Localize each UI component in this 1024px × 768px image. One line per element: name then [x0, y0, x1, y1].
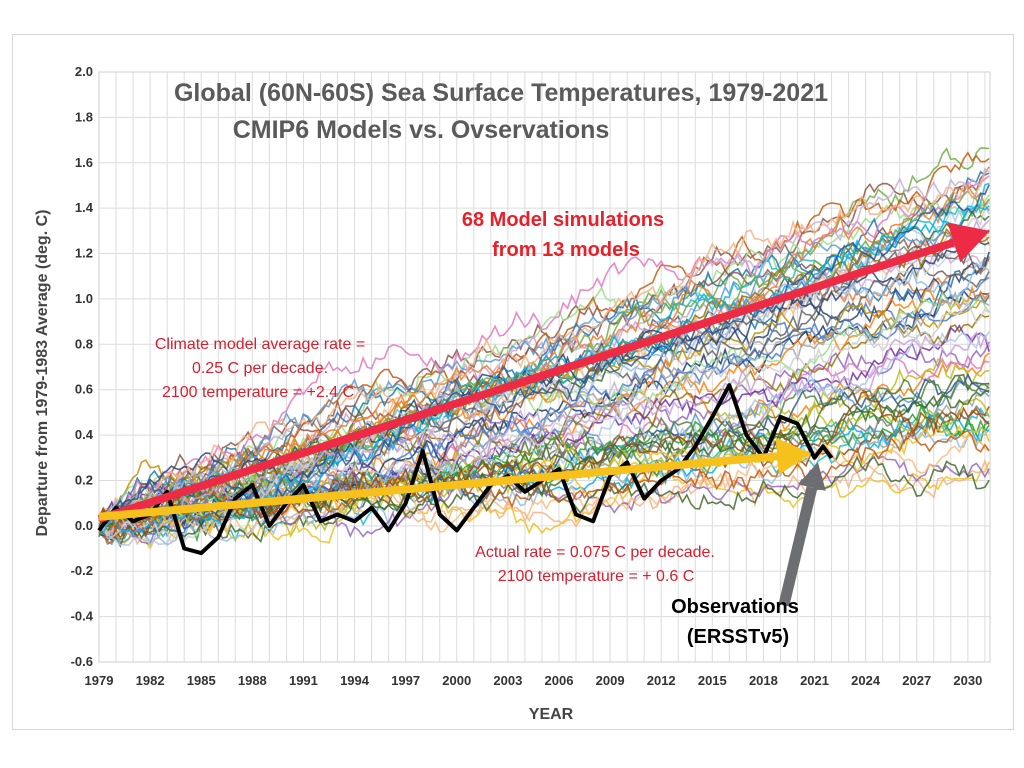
observations-series: [97, 383, 834, 556]
x-tick-label: 2015: [698, 673, 727, 688]
model-simulation-line: [98, 151, 990, 545]
trend-arrow-head: [947, 222, 990, 263]
model-simulation-line: [98, 184, 990, 527]
model-simulation-line: [98, 331, 990, 532]
y-tick-label: 1.2: [75, 246, 93, 261]
y-tick-label: 0.6: [75, 382, 93, 397]
model-simulation-line: [98, 204, 990, 534]
x-tick-label: 2009: [596, 673, 625, 688]
model-simulation-line: [98, 170, 990, 530]
models-label-line1: 68 Model simulations: [462, 209, 664, 231]
trend-arrow-shaft: [98, 452, 778, 521]
x-tick-label: 2027: [902, 673, 931, 688]
x-tick-label: 1988: [238, 673, 267, 688]
actual-rate-line2: 2100 temperature = + 0.6 C: [498, 568, 695, 585]
model-rate-line2: 0.25 C per decade.: [192, 360, 328, 377]
model-rate-line1: Climate model average rate =: [155, 336, 365, 353]
model-simulation-line: [98, 461, 990, 550]
chart-title: Global (60N-60S) Sea Surface Temperature…: [174, 79, 828, 107]
y-tick-label: 1.8: [75, 109, 93, 124]
observations-label-line1: Observations: [671, 596, 799, 618]
model-rate-line3: 2100 temperature = +2.4 C: [162, 384, 354, 401]
x-tick-label: 1979: [85, 673, 114, 688]
x-tick-label: 2003: [493, 673, 522, 688]
trend-arrow-shaft: [97, 238, 956, 523]
trend-arrow-head: [775, 437, 812, 475]
model-simulation-line: [98, 389, 990, 532]
x-tick-label: 1994: [340, 673, 370, 688]
y-tick-label: 1.6: [75, 155, 93, 170]
x-tick-label: 1997: [391, 673, 420, 688]
y-tick-label: 0.0: [75, 518, 93, 533]
x-tick-label: 1991: [289, 673, 318, 688]
x-axis-label: YEAR: [529, 706, 574, 723]
y-axis-label: Departure from 1979-1983 Average (deg. C…: [34, 210, 51, 537]
x-tick-label: 2006: [545, 673, 574, 688]
trend-arrow-shaft: [778, 486, 818, 607]
y-tick-label: 1.4: [75, 200, 94, 215]
trend-arrows: [97, 222, 990, 607]
model-simulation-line: [98, 233, 990, 530]
x-tick-label: 1982: [136, 673, 165, 688]
model-simulation-line: [98, 167, 990, 533]
y-tick-label: -0.2: [71, 563, 93, 578]
x-tick-label: 1985: [187, 673, 216, 688]
observations-line: [97, 383, 834, 556]
x-tick-label: 2021: [800, 673, 829, 688]
chart-subtitle: CMIP6 Models vs. Ovservations: [233, 116, 610, 144]
grid: [98, 71, 991, 663]
models-label-line2: from 13 models: [492, 239, 640, 261]
y-tick-label: 0.4: [75, 427, 94, 442]
y-tick-label: 0.2: [75, 472, 93, 487]
chart-frame: -0.6 -0.4 -0.2 0.0 0.2 0.4 0.6 0.8 1.0 1.2 1.4 1.6 1…: [12, 34, 1014, 730]
tick-labels: -0.6 -0.4 -0.2 0.0 0.2 0.4 0.6 0.8 1.0 1.2 1.4 1.6 1…: [71, 64, 983, 688]
y-tick-label: -0.6: [71, 654, 93, 669]
x-tick-label: 2018: [749, 673, 778, 688]
sst-chart: -0.6 -0.4 -0.2 0.0 0.2 0.4 0.6 0.8 1.0 1.2 1.4 1.6 1…: [34, 64, 991, 723]
y-tick-label: 2.0: [75, 64, 93, 79]
y-tick-label: 1.0: [75, 291, 93, 306]
y-tick-label: 0.8: [75, 336, 93, 351]
x-tick-label: 2024: [851, 673, 881, 688]
x-tick-label: 2012: [647, 673, 676, 688]
observations-label-line2: (ERSSTv5): [687, 626, 789, 648]
model-simulation-line: [98, 175, 990, 532]
y-tick-label: -0.4: [71, 609, 94, 624]
trend-arrow-head: [797, 462, 826, 491]
actual-rate-line1: Actual rate = 0.075 C per decade.: [475, 544, 715, 561]
plot-border: [98, 71, 991, 663]
x-tick-label: 2000: [442, 673, 471, 688]
x-tick-label: 2030: [953, 673, 982, 688]
